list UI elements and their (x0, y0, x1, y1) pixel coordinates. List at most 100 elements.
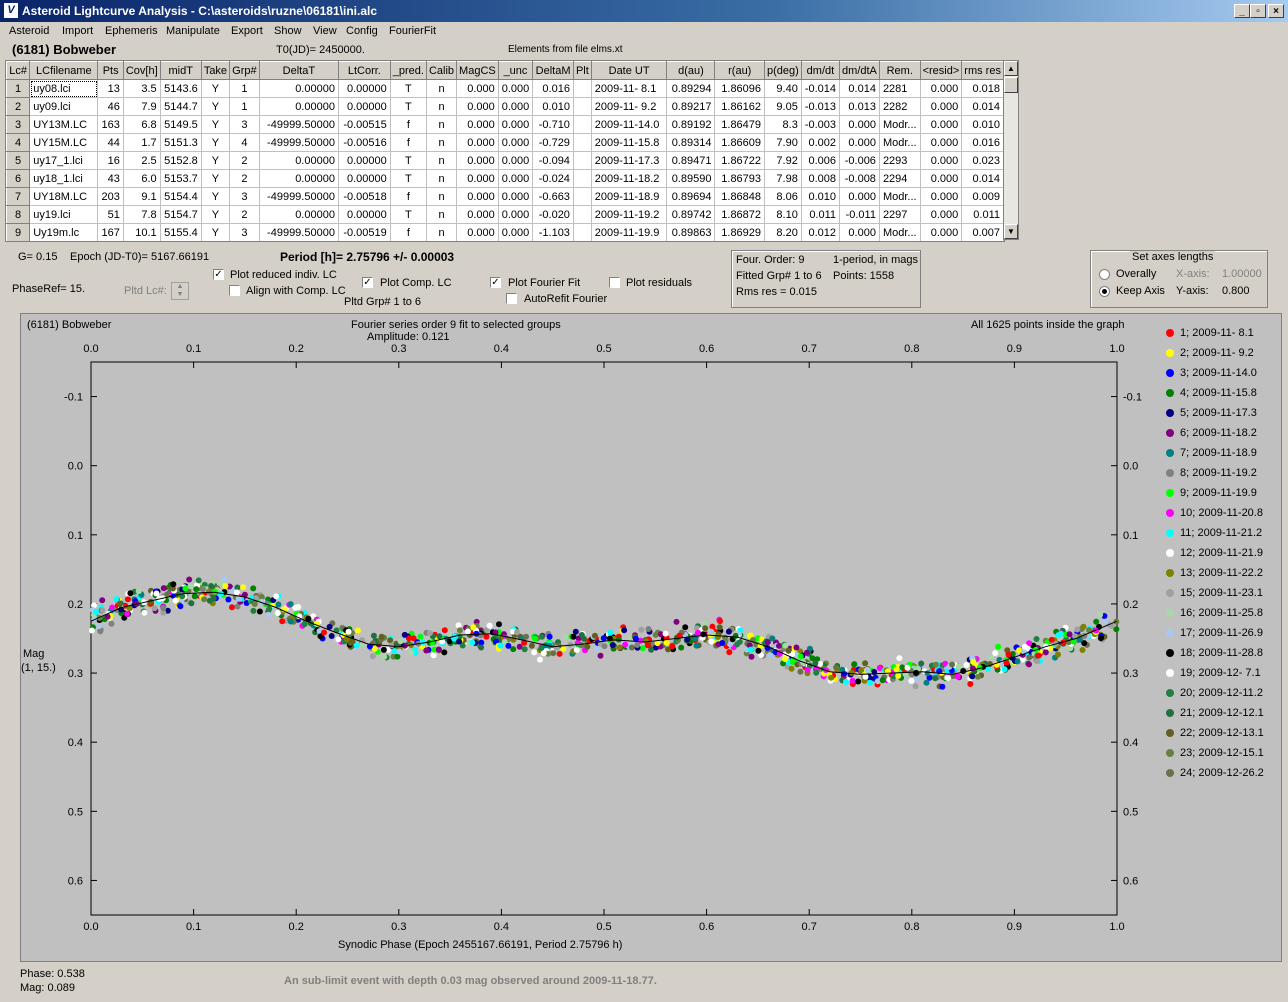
column-header[interactable]: LtCorr. (337, 61, 391, 80)
table-cell[interactable]: 0.000 (498, 97, 534, 116)
table-cell[interactable]: 0.000 (920, 223, 963, 241)
table-cell[interactable]: 0.000 (920, 115, 963, 134)
table-cell[interactable]: 5154.4 (160, 187, 202, 206)
table-cell[interactable]: uy18_1.lci (29, 169, 99, 188)
table-scrollbar[interactable]: ▲ ▼ (1003, 60, 1019, 240)
table-cell[interactable]: 1 (229, 79, 260, 98)
column-header[interactable]: DeltaM (532, 61, 574, 80)
table-cell[interactable]: 2009-11- 9.2 (591, 97, 668, 116)
table-cell[interactable]: UY13M.LC (29, 115, 99, 134)
column-header[interactable]: d(au) (666, 61, 716, 80)
table-cell[interactable]: 2 (229, 151, 260, 170)
table-cell[interactable]: 0.010 (532, 97, 574, 116)
table-cell[interactable]: 163 (97, 115, 124, 134)
table-cell[interactable]: 1 (229, 97, 260, 116)
table-cell[interactable]: 1.86722 (714, 151, 766, 170)
table-cell[interactable]: Modr... (879, 187, 921, 206)
table-cell[interactable]: -0.00518 (338, 187, 391, 206)
column-header[interactable]: Rem. (878, 61, 921, 80)
table-cell[interactable]: 1.7 (123, 133, 161, 152)
table-cell[interactable]: -0.00519 (338, 223, 391, 241)
table-cell[interactable]: 0.000 (920, 205, 963, 224)
column-header[interactable]: _pred. (389, 61, 427, 80)
align-comp-checkbox[interactable] (229, 285, 240, 296)
table-cell[interactable]: 1.86929 (714, 223, 766, 241)
table-cell[interactable]: 2009-11-18.9 (591, 187, 668, 206)
table-cell[interactable]: 2 (229, 205, 260, 224)
column-header[interactable]: Take (200, 61, 231, 80)
row-header[interactable]: 8 (6, 205, 31, 224)
menu-manipulate[interactable]: Manipulate (166, 25, 220, 37)
table-cell[interactable]: 0.000 (920, 133, 963, 152)
table-cell[interactable]: 1.86096 (714, 79, 766, 98)
minimize-button[interactable]: _ (1234, 4, 1250, 18)
column-header[interactable]: LCfilename (29, 61, 99, 80)
table-cell[interactable]: -0.00515 (338, 115, 391, 134)
table-cell[interactable]: n (426, 97, 458, 116)
table-cell[interactable]: 2297 (879, 205, 921, 224)
table-cell[interactable]: 0.018 (961, 79, 1004, 98)
table-cell[interactable] (573, 133, 592, 152)
table-cell[interactable]: 0.000 (839, 115, 880, 134)
table-cell[interactable]: 0.00000 (259, 79, 339, 98)
table-cell[interactable]: uy17_1.lci (29, 151, 99, 170)
table-cell[interactable]: 0.000 (498, 223, 534, 241)
table-cell[interactable] (573, 115, 592, 134)
table-row[interactable]: 7 UY18M.LC 203 9.1 5154.4 Y 3 -49999.50000 -0.00… (6, 187, 1004, 206)
table-cell[interactable]: 0.000 (920, 187, 963, 206)
table-cell[interactable]: Y (201, 205, 231, 224)
table-cell[interactable]: 1.86609 (714, 133, 766, 152)
table-cell[interactable]: 0.00000 (259, 169, 339, 188)
menu-ephemeris[interactable]: Ephemeris (105, 25, 158, 37)
table-cell[interactable]: 0.00000 (338, 205, 391, 224)
table-cell[interactable]: 9.40 (764, 79, 802, 98)
table-cell[interactable]: 0.000 (498, 151, 534, 170)
table-cell[interactable]: -49999.50000 (259, 223, 339, 241)
table-row[interactable]: 9 Uy19m.lc 167 10.1 5155.4 Y 3 -49999.50000 -0.0… (6, 223, 1004, 241)
table-cell[interactable]: 0.002 (801, 133, 841, 152)
table-cell[interactable]: 10.1 (123, 223, 161, 241)
row-header[interactable]: 6 (6, 169, 31, 188)
table-cell[interactable]: 0.014 (961, 97, 1004, 116)
table-cell[interactable]: 0.006 (801, 151, 841, 170)
table-cell[interactable]: Modr... (879, 115, 921, 134)
table-cell[interactable]: 0.016 (961, 133, 1004, 152)
row-header[interactable]: 1 (6, 79, 31, 98)
column-header[interactable]: rms res (961, 61, 1004, 80)
column-header[interactable]: dm/dt (800, 61, 841, 80)
table-cell[interactable]: 2.5 (123, 151, 161, 170)
table-cell[interactable]: 2009-11-18.2 (591, 169, 668, 188)
table-cell[interactable]: uy19.lci (29, 205, 99, 224)
table-cell[interactable]: f (390, 115, 427, 134)
table-cell[interactable]: 5155.4 (160, 223, 202, 241)
table-cell[interactable]: 5144.7 (160, 97, 202, 116)
table-cell[interactable]: Y (201, 223, 231, 241)
table-cell[interactable]: 1.86793 (714, 169, 766, 188)
table-cell[interactable]: Y (201, 151, 231, 170)
menu-show[interactable]: Show (274, 25, 302, 37)
maximize-button[interactable]: ▫ (1250, 4, 1266, 18)
table-cell[interactable]: 0.008 (801, 169, 841, 188)
table-cell[interactable]: 0.000 (920, 151, 963, 170)
table-cell[interactable]: uy09.lci (29, 97, 99, 116)
table-cell[interactable]: 46 (97, 97, 124, 116)
column-header[interactable]: Calib (425, 61, 458, 80)
table-cell[interactable]: f (390, 133, 427, 152)
table-cell[interactable]: 7.90 (764, 133, 802, 152)
table-cell[interactable]: 2293 (879, 151, 921, 170)
column-header[interactable]: r(au) (714, 61, 766, 80)
table-cell[interactable]: 0.89192 (666, 115, 716, 134)
table-cell[interactable]: 0.89694 (666, 187, 716, 206)
table-cell[interactable]: Y (201, 187, 231, 206)
table-cell[interactable]: 0.000 (498, 115, 534, 134)
table-cell[interactable]: 1.86872 (714, 205, 766, 224)
x-axis-value[interactable]: 1.00000 (1222, 268, 1262, 280)
table-cell[interactable]: 7.92 (764, 151, 802, 170)
table-cell[interactable]: uy08.lci (29, 79, 99, 98)
table-cell[interactable] (573, 79, 592, 98)
menu-view[interactable]: View (313, 25, 337, 37)
table-cell[interactable]: 0.000 (456, 187, 499, 206)
table-cell[interactable]: T (390, 205, 427, 224)
table-cell[interactable]: T (390, 169, 427, 188)
table-cell[interactable]: n (426, 223, 458, 241)
